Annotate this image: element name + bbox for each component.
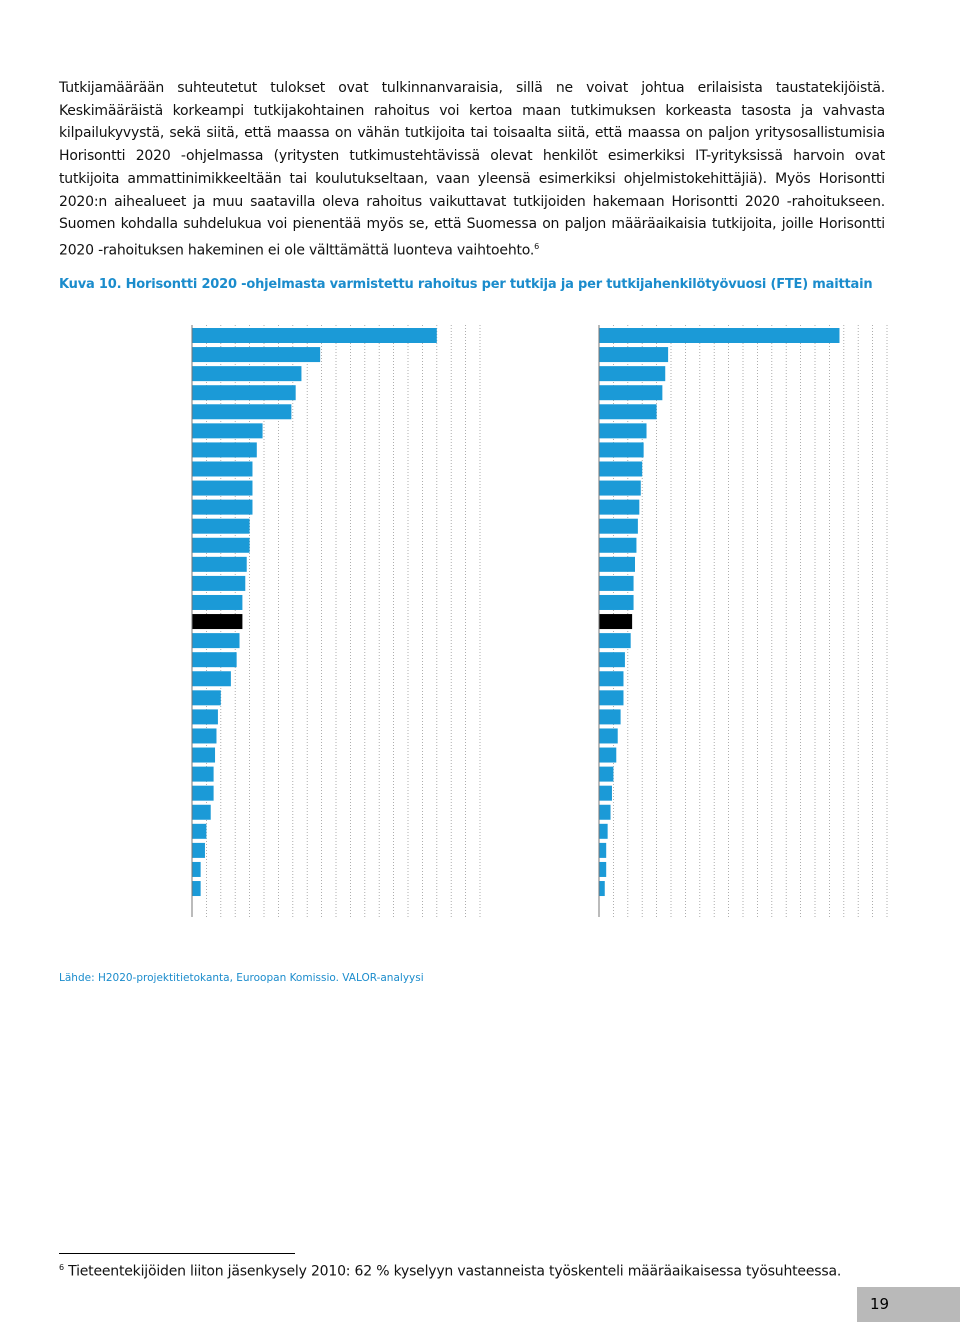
bar <box>192 614 243 630</box>
bar <box>599 423 647 439</box>
bar <box>192 537 250 553</box>
page-number: 19 <box>857 1287 960 1322</box>
bar <box>599 537 637 553</box>
bar <box>192 594 243 610</box>
bar <box>192 671 231 687</box>
bar <box>599 328 840 343</box>
bar <box>192 785 214 801</box>
bar <box>192 366 302 382</box>
bar <box>599 518 638 534</box>
bar <box>599 385 663 401</box>
bar <box>599 842 607 858</box>
bar <box>599 499 640 515</box>
body-text: Tutkijamäärään suhteutetut tulokset ovat… <box>59 77 885 262</box>
bar <box>599 633 631 649</box>
bar <box>192 518 250 534</box>
bar <box>599 480 641 496</box>
footnote: 6 Tieteentekijöiden liiton jäsenkysely 2… <box>59 1263 841 1280</box>
paragraph: Tutkijamäärään suhteutetut tulokset ovat… <box>59 80 885 259</box>
bar <box>192 690 221 706</box>
bar <box>599 728 618 744</box>
bar <box>192 842 205 858</box>
bar <box>599 556 635 572</box>
bar <box>599 594 634 610</box>
bar <box>599 709 621 725</box>
bar <box>192 480 253 496</box>
bar <box>192 328 437 343</box>
bar <box>599 823 608 839</box>
bar <box>192 461 253 477</box>
bar <box>192 766 214 782</box>
bar <box>599 861 607 877</box>
bar <box>192 728 217 744</box>
bar <box>599 652 625 668</box>
bar <box>599 690 624 706</box>
bar <box>192 499 253 515</box>
bar <box>192 633 240 649</box>
bar <box>192 861 201 877</box>
bar <box>192 881 201 897</box>
bar <box>599 366 666 382</box>
bar <box>192 423 263 439</box>
bar <box>192 575 246 591</box>
bar <box>599 347 669 363</box>
bar <box>599 442 644 458</box>
bar <box>192 804 211 820</box>
bar <box>192 347 321 363</box>
bar <box>192 709 218 725</box>
figure-source: Lähde: H2020-projektitietokanta, Euroopa… <box>59 972 424 984</box>
bar <box>599 671 624 687</box>
bar <box>192 652 237 668</box>
bar <box>192 556 247 572</box>
bar <box>599 461 643 477</box>
bar <box>599 766 614 782</box>
charts <box>191 325 888 917</box>
bar <box>192 747 216 763</box>
bar <box>192 442 257 458</box>
footnote-ref: 6 <box>534 241 540 251</box>
bar <box>599 804 611 820</box>
bar <box>192 385 296 401</box>
footnote-text: Tieteentekijöiden liiton jäsenkysely 201… <box>68 1263 842 1280</box>
bar <box>599 575 634 591</box>
bar <box>599 404 657 420</box>
bar <box>192 404 292 420</box>
footnote-marker: 6 <box>59 1263 64 1272</box>
bar <box>599 881 605 897</box>
figure-caption: Kuva 10. Horisontti 2020 -ohjelmasta var… <box>59 277 873 292</box>
bar <box>599 747 617 763</box>
bar <box>599 614 633 630</box>
footnote-rule <box>59 1253 295 1254</box>
bar <box>192 823 207 839</box>
bar <box>599 785 612 801</box>
